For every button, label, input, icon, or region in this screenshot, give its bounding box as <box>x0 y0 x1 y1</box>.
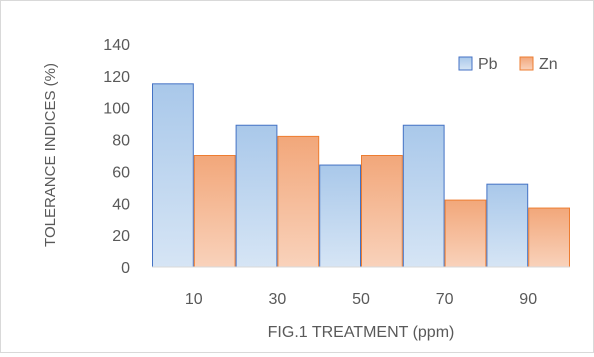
bar-chart: 0 20 40 60 80 100 120 140 10 30 50 70 90 TOLERANCE … <box>42 37 571 341</box>
x-tick-label: 30 <box>269 291 287 308</box>
x-tick-label: 70 <box>436 291 454 308</box>
bar-zn-90 <box>528 207 571 268</box>
x-tick-label: 50 <box>352 291 370 308</box>
y-tick-label: 100 <box>103 101 130 118</box>
y-tick-label: 140 <box>103 37 130 54</box>
x-tick-label: 90 <box>519 291 537 308</box>
bar-pb-50 <box>319 164 362 268</box>
y-tick-label: 40 <box>112 196 130 213</box>
bar-zn-10 <box>193 155 236 268</box>
y-tick-label: 60 <box>112 164 130 181</box>
y-tick-label: 20 <box>112 228 130 245</box>
legend-label-pb: Pb <box>478 56 498 73</box>
x-tick-label: 10 <box>185 291 203 308</box>
legend-swatch-zn <box>519 56 534 71</box>
bar-pb-10 <box>152 83 194 268</box>
bars <box>152 83 571 268</box>
bar-zn-30 <box>277 135 320 268</box>
y-tick-label: 80 <box>112 133 130 150</box>
bar-pb-70 <box>402 124 445 268</box>
y-axis-ticks: 0 20 40 60 80 100 120 140 <box>103 37 130 277</box>
x-axis-title: FIG.1 TREATMENT (ppm) <box>268 324 455 341</box>
y-axis-title: TOLERANCE INDICES (%) <box>42 63 59 247</box>
legend: Pb Zn <box>458 56 558 73</box>
bar-pb-90 <box>486 183 529 268</box>
legend-swatch-pb <box>458 56 473 71</box>
y-tick-label: 120 <box>103 69 130 86</box>
y-tick-label: 0 <box>121 260 130 277</box>
x-axis-ticks: 10 30 50 70 90 <box>185 291 537 308</box>
bar-zn-70 <box>444 199 487 268</box>
legend-label-zn: Zn <box>539 56 558 73</box>
bar-zn-50 <box>361 155 403 268</box>
bar-pb-30 <box>235 124 278 268</box>
